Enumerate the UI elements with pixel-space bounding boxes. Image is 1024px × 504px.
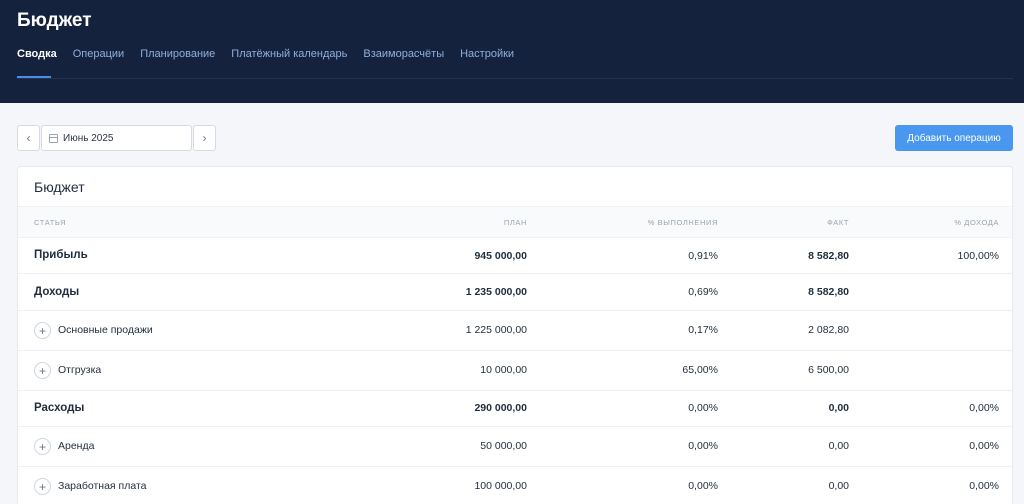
- row-plan: 1 225 000,00: [465, 324, 527, 336]
- add-operation-button[interactable]: Добавить операцию: [895, 125, 1013, 151]
- next-month-button[interactable]: ›: [193, 125, 216, 151]
- header-divider: [17, 78, 1013, 79]
- page-title: Бюджет: [17, 10, 92, 31]
- expand-button[interactable]: +: [34, 438, 51, 455]
- tab-settlements[interactable]: Взаиморасчёты: [363, 48, 445, 60]
- row-plan: 50 000,00: [480, 440, 527, 452]
- tab-settings[interactable]: Настройки: [460, 48, 515, 60]
- table-row: + Отгрузка 10 000,00 65,00% 6 500,00: [18, 351, 1012, 391]
- top-header: Бюджет Сводка Операции Планирование Плат…: [0, 0, 1024, 103]
- table-header: Статья План % выполнения Факт % дохода: [18, 206, 1012, 238]
- table-row: + Аренда 50 000,00 0,00% 0,00 0,00%: [18, 427, 1012, 467]
- row-plan: 10 000,00: [480, 364, 527, 376]
- row-fact: 8 582,80: [808, 286, 849, 298]
- table-row: Доходы 1 235 000,00 0,69% 8 582,80: [18, 274, 1012, 311]
- column-header-item: Статья: [34, 218, 67, 227]
- row-fact: 0,00: [828, 402, 849, 414]
- row-name: Доходы: [34, 286, 80, 298]
- column-header-completion: % выполнения: [647, 218, 718, 227]
- plus-icon: +: [38, 323, 46, 338]
- row-completion: 0,91%: [688, 250, 718, 262]
- active-tab-indicator: [17, 76, 51, 78]
- tab-payment-calendar[interactable]: Платёжный календарь: [231, 48, 348, 60]
- row-income-pct: 0,00%: [969, 402, 999, 414]
- row-completion: 65,00%: [682, 364, 718, 376]
- table-row: + Заработная плата 100 000,00 0,00% 0,00…: [18, 467, 1012, 504]
- chevron-left-icon: ‹: [26, 131, 31, 145]
- row-plan: 945 000,00: [474, 250, 527, 262]
- table-row: Расходы 290 000,00 0,00% 0,00 0,00%: [18, 391, 1012, 427]
- row-name: Основные продажи: [58, 324, 153, 336]
- row-fact: 6 500,00: [808, 364, 849, 376]
- column-header-income-pct: % дохода: [954, 218, 999, 227]
- tab-planning[interactable]: Планирование: [140, 48, 216, 60]
- prev-month-button[interactable]: ‹: [17, 125, 40, 151]
- tab-summary[interactable]: Сводка: [17, 48, 57, 60]
- plus-icon: +: [38, 479, 46, 494]
- row-income-pct: 0,00%: [969, 480, 999, 492]
- budget-card: Бюджет Статья План % выполнения Факт % д…: [17, 166, 1013, 504]
- plus-icon: +: [38, 363, 46, 378]
- column-header-plan: План: [503, 218, 527, 227]
- row-fact: 0,00: [828, 480, 849, 492]
- table-row: + Основные продажи 1 225 000,00 0,17% 2 …: [18, 311, 1012, 351]
- row-plan: 100 000,00: [474, 480, 527, 492]
- chevron-right-icon: ›: [202, 131, 207, 145]
- expand-button[interactable]: +: [34, 322, 51, 339]
- row-completion: 0,00%: [688, 480, 718, 492]
- calendar-icon: [49, 133, 58, 143]
- expand-button[interactable]: +: [34, 362, 51, 379]
- row-name: Расходы: [34, 402, 85, 414]
- row-income-pct: 0,00%: [969, 440, 999, 452]
- row-completion: 0,69%: [688, 286, 718, 298]
- row-completion: 0,17%: [688, 324, 718, 336]
- month-picker[interactable]: Июнь 2025: [41, 125, 192, 151]
- row-completion: 0,00%: [688, 402, 718, 414]
- expand-button[interactable]: +: [34, 478, 51, 495]
- row-name: Аренда: [58, 440, 95, 452]
- month-label: Июнь 2025: [63, 132, 114, 144]
- row-fact: 8 582,80: [808, 250, 849, 262]
- row-plan: 290 000,00: [474, 402, 527, 414]
- table-row: Прибыль 945 000,00 0,91% 8 582,80 100,00…: [18, 238, 1012, 274]
- column-header-fact: Факт: [827, 218, 849, 227]
- row-plan: 1 235 000,00: [465, 286, 527, 298]
- row-name: Заработная плата: [58, 480, 147, 492]
- row-name: Прибыль: [34, 249, 88, 261]
- plus-icon: +: [38, 439, 46, 454]
- card-title: Бюджет: [34, 179, 85, 195]
- row-fact: 2 082,80: [808, 324, 849, 336]
- tab-operations[interactable]: Операции: [72, 48, 125, 60]
- main-tabs: Сводка Операции Планирование Платёжный к…: [17, 48, 530, 78]
- row-completion: 0,00%: [688, 440, 718, 452]
- row-fact: 0,00: [828, 440, 849, 452]
- row-name: Отгрузка: [58, 364, 102, 376]
- row-income-pct: 100,00%: [957, 250, 999, 262]
